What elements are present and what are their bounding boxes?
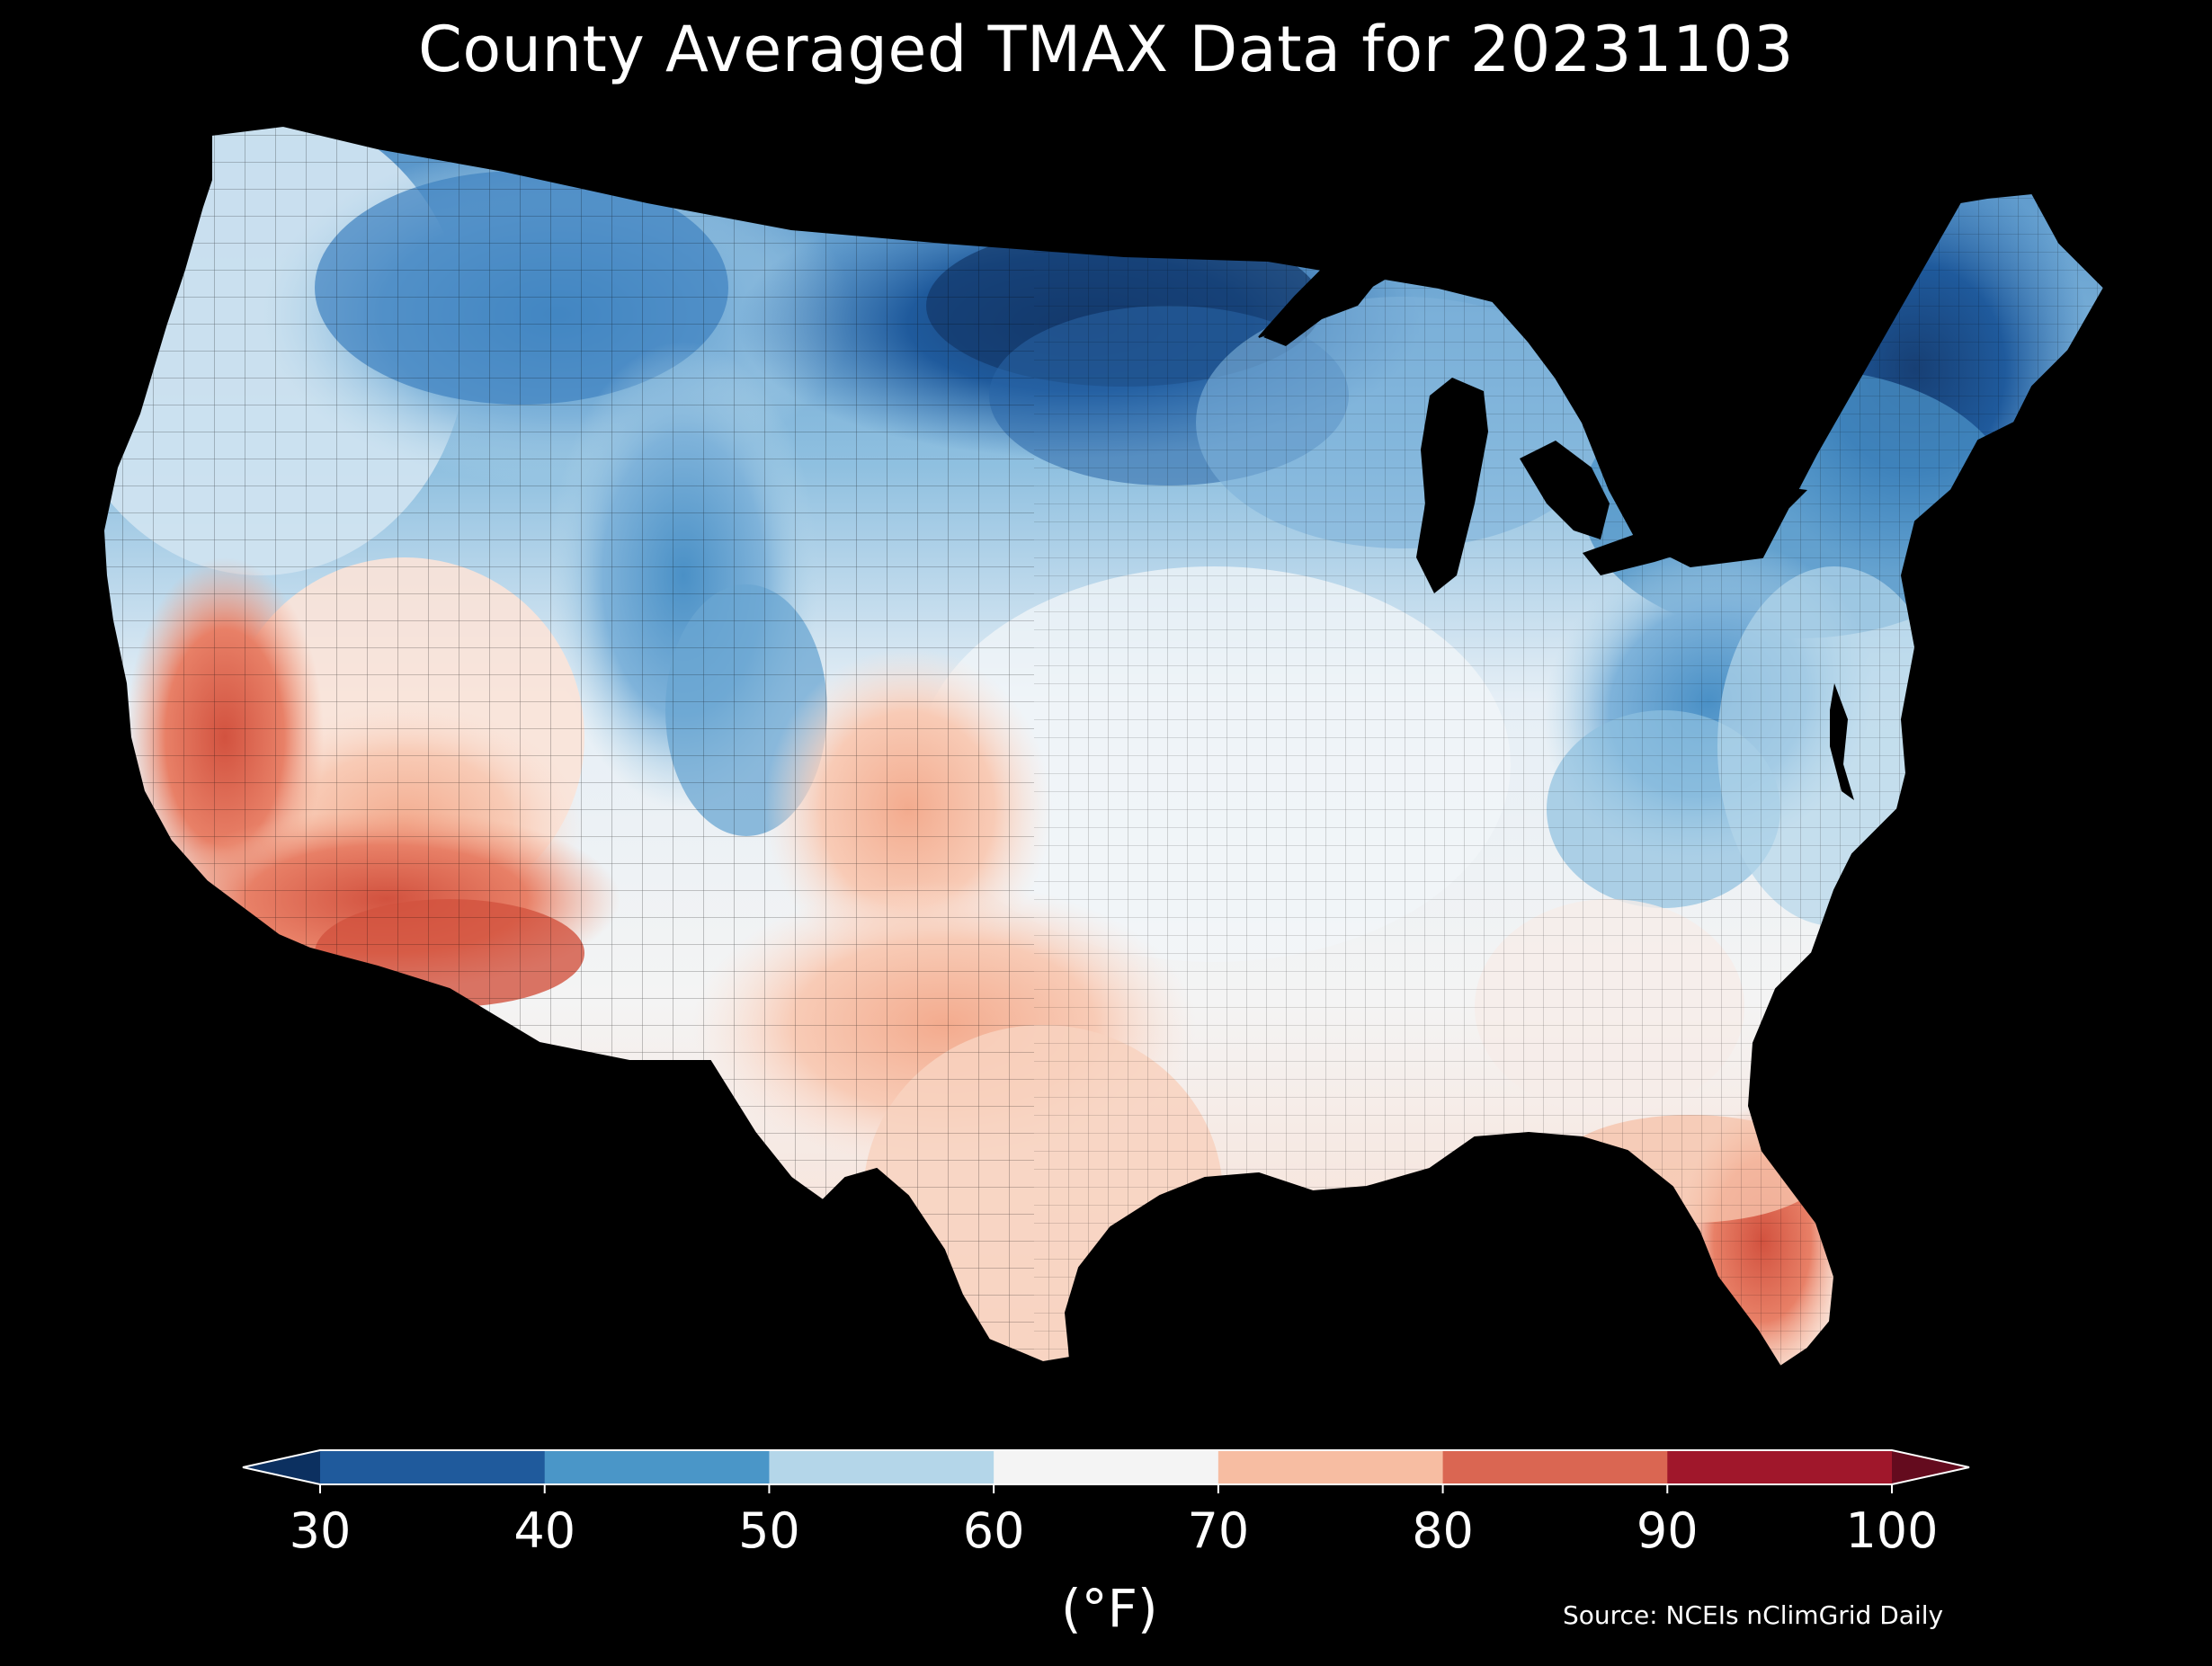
map-title: County Averaged TMAX Data for 20231103: [417, 13, 1795, 86]
colorbar-tick-label: 50: [738, 1502, 800, 1559]
colorbar-tick-label: 40: [513, 1502, 575, 1559]
colorbar-bin: [1667, 1450, 1893, 1484]
colorbar-under-arrow: [243, 1450, 320, 1484]
colorbar-tick-label: 60: [963, 1502, 1025, 1559]
colorbar-bin: [769, 1450, 995, 1484]
colorbar-bin: [1442, 1450, 1668, 1484]
source-note: Source: NCEIs nClimGrid Daily: [1563, 1600, 1944, 1630]
colorbar-tick-label: 80: [1412, 1502, 1474, 1559]
great-lakes: [1263, 283, 1807, 593]
chesapeake-bay: [1830, 683, 1854, 800]
colorbar-over-arrow: [1892, 1450, 1969, 1484]
colorbar-bin: [320, 1450, 546, 1484]
colorbar-unit-label: (°F): [1061, 1578, 1158, 1639]
colorbar-tick-label: 90: [1637, 1502, 1699, 1559]
colorbar-tick-label: 30: [290, 1502, 352, 1559]
colorbar-bin: [994, 1450, 1219, 1484]
colorbar-bin: [1217, 1450, 1444, 1484]
colorbar-bin: [544, 1450, 770, 1484]
colorbar-tick-label: 100: [1845, 1502, 1938, 1559]
colorbar-tick-label: 70: [1187, 1502, 1249, 1559]
